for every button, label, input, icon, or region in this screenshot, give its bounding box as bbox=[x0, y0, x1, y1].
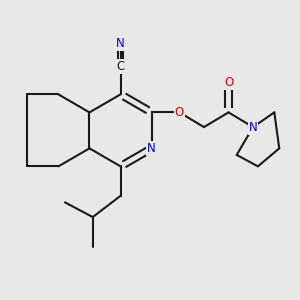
Text: N: N bbox=[147, 142, 156, 155]
Text: N: N bbox=[249, 121, 257, 134]
Text: N: N bbox=[116, 37, 125, 50]
Text: O: O bbox=[175, 106, 184, 119]
Text: C: C bbox=[116, 60, 125, 73]
Text: O: O bbox=[224, 76, 233, 89]
